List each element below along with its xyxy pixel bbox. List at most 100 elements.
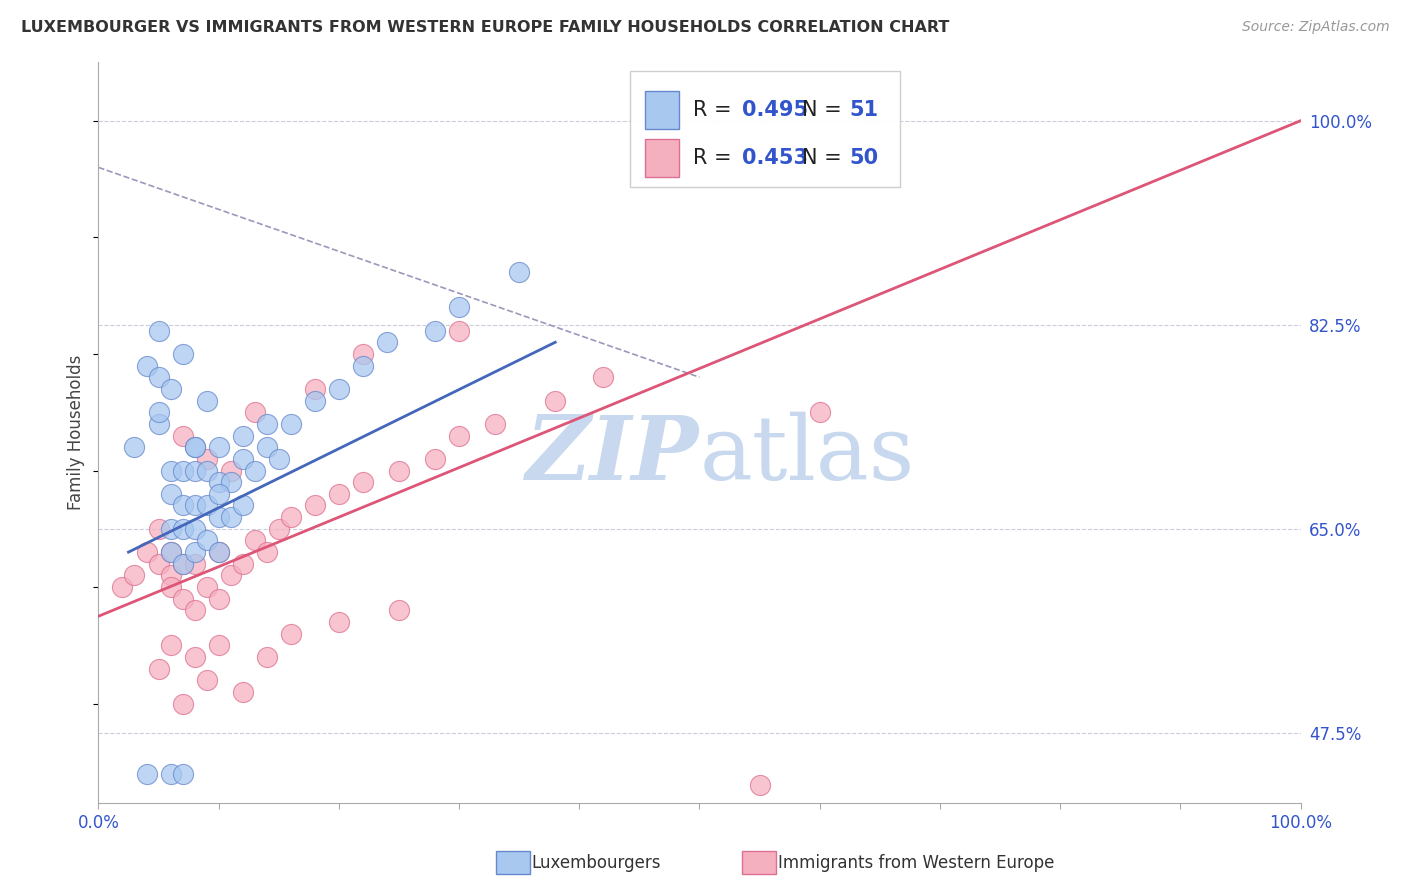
Point — [280, 417, 302, 431]
FancyBboxPatch shape — [645, 91, 679, 129]
Text: R =: R = — [693, 100, 738, 120]
Point — [195, 393, 218, 408]
Point — [243, 405, 266, 419]
Point — [267, 522, 290, 536]
Point — [352, 475, 374, 490]
Point — [304, 382, 326, 396]
Point — [232, 499, 254, 513]
Point — [172, 428, 194, 442]
Text: Source: ZipAtlas.com: Source: ZipAtlas.com — [1241, 20, 1389, 34]
Point — [388, 603, 411, 617]
Point — [208, 440, 231, 454]
Point — [423, 324, 446, 338]
Point — [328, 615, 350, 629]
Point — [195, 451, 218, 466]
Point — [124, 568, 146, 582]
Point — [159, 522, 181, 536]
Text: 0.495: 0.495 — [741, 100, 807, 120]
Point — [111, 580, 134, 594]
Point — [243, 533, 266, 548]
Point — [447, 428, 470, 442]
Text: Immigrants from Western Europe: Immigrants from Western Europe — [778, 854, 1054, 871]
Point — [280, 510, 302, 524]
Point — [484, 417, 506, 431]
Point — [159, 382, 181, 396]
Point — [183, 440, 205, 454]
Point — [208, 591, 231, 606]
Point — [124, 440, 146, 454]
Point — [375, 335, 398, 350]
Text: LUXEMBOURGER VS IMMIGRANTS FROM WESTERN EUROPE FAMILY HOUSEHOLDS CORRELATION CHA: LUXEMBOURGER VS IMMIGRANTS FROM WESTERN … — [21, 20, 949, 35]
Point — [172, 499, 194, 513]
Point — [256, 440, 278, 454]
Point — [208, 639, 231, 653]
Point — [447, 324, 470, 338]
Point — [172, 697, 194, 711]
Point — [304, 393, 326, 408]
FancyBboxPatch shape — [630, 71, 900, 186]
Text: N =: N = — [801, 100, 848, 120]
Point — [592, 370, 614, 384]
Point — [183, 603, 205, 617]
Point — [148, 557, 170, 571]
Point — [183, 557, 205, 571]
Point — [183, 463, 205, 477]
Point — [195, 533, 218, 548]
Point — [243, 463, 266, 477]
Point — [172, 347, 194, 361]
Point — [183, 650, 205, 665]
FancyBboxPatch shape — [645, 138, 679, 178]
Point — [195, 580, 218, 594]
Point — [183, 499, 205, 513]
Point — [135, 359, 157, 373]
Point — [544, 393, 567, 408]
Point — [148, 324, 170, 338]
Point — [159, 639, 181, 653]
Point — [172, 557, 194, 571]
Point — [232, 428, 254, 442]
Point — [208, 487, 231, 501]
Point — [256, 650, 278, 665]
Point — [172, 463, 194, 477]
Point — [148, 370, 170, 384]
Point — [219, 510, 242, 524]
Point — [256, 417, 278, 431]
Text: N =: N = — [801, 148, 848, 168]
Point — [159, 580, 181, 594]
Point — [148, 522, 170, 536]
Point — [148, 662, 170, 676]
Point — [208, 545, 231, 559]
Point — [159, 487, 181, 501]
Point — [172, 766, 194, 780]
Point — [159, 463, 181, 477]
Point — [232, 451, 254, 466]
Point — [208, 475, 231, 490]
Point — [195, 673, 218, 688]
Point — [135, 545, 157, 559]
Point — [208, 545, 231, 559]
Point — [159, 545, 181, 559]
Point — [148, 417, 170, 431]
Point — [508, 265, 530, 279]
Point — [159, 545, 181, 559]
Point — [256, 545, 278, 559]
Point — [159, 766, 181, 780]
Point — [280, 626, 302, 640]
Text: 51: 51 — [849, 100, 879, 120]
Point — [232, 685, 254, 699]
Point — [328, 487, 350, 501]
Point — [148, 405, 170, 419]
Point — [388, 463, 411, 477]
Point — [183, 545, 205, 559]
Point — [183, 440, 205, 454]
Text: ZIP: ZIP — [526, 411, 700, 498]
Point — [219, 463, 242, 477]
Point — [219, 568, 242, 582]
Point — [183, 522, 205, 536]
Point — [352, 347, 374, 361]
Point — [195, 463, 218, 477]
Text: R =: R = — [693, 148, 738, 168]
Text: Luxembourgers: Luxembourgers — [531, 854, 661, 871]
Point — [352, 359, 374, 373]
Point — [172, 557, 194, 571]
